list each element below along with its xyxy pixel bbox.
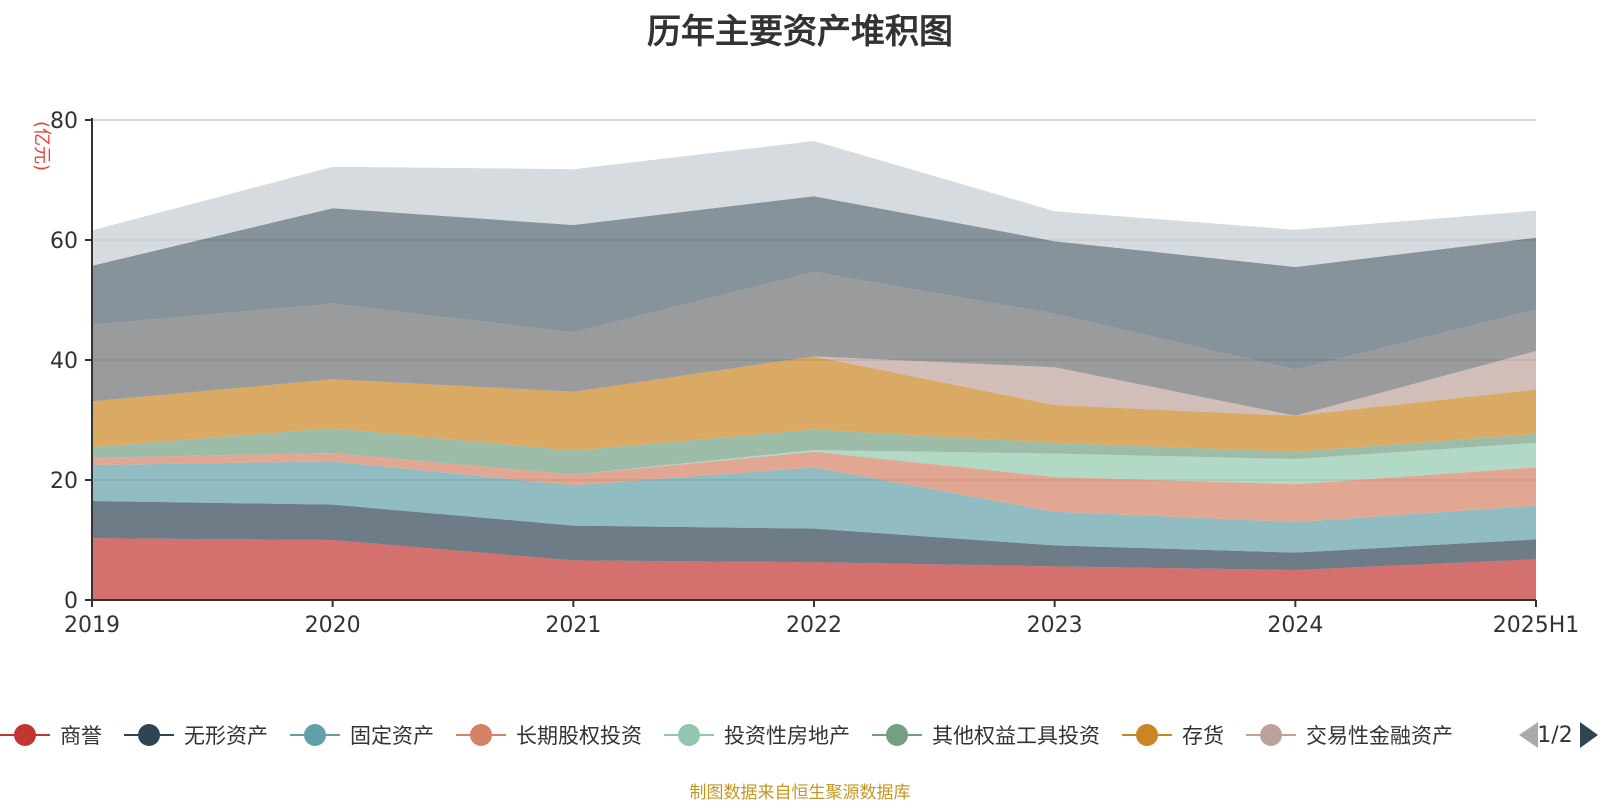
area-series-5[interactable] <box>92 428 1536 475</box>
x-tick-label: 2025H1 <box>1493 613 1580 638</box>
legend-prev-page-icon[interactable] <box>1519 722 1538 748</box>
x-tick-label: 2023 <box>1027 613 1083 638</box>
legend-items: 商誉 无形资产 固定资产 长期股权投资 投资性房地产 其他权益工具投资 存货 交易性金融资产 <box>0 724 1453 748</box>
legend-marker-icon <box>138 724 160 746</box>
legend-label: 无形资产 <box>184 724 268 748</box>
area-series-2[interactable] <box>92 461 1536 553</box>
area-series-1[interactable] <box>92 501 1536 570</box>
area-series-10[interactable] <box>92 141 1536 267</box>
legend-next-page-icon[interactable] <box>1580 722 1598 748</box>
legend-item[interactable]: 交易性金融资产 <box>1246 724 1453 748</box>
area-series-4[interactable] <box>92 442 1536 485</box>
legend-item[interactable]: 固定资产 <box>290 724 434 748</box>
data-source-note: 制图数据来自恒生聚源数据库 <box>689 783 911 803</box>
legend-marker-icon <box>886 724 908 746</box>
y-tick-label: 20 <box>50 469 78 494</box>
y-tick-label: 40 <box>50 349 78 374</box>
legend: 商誉 无形资产 固定资产 长期股权投资 投资性房地产 其他权益工具投资 存货 交易性金融资产 1… <box>0 722 1598 748</box>
legend-marker-icon <box>1260 724 1282 746</box>
chart-title: 历年主要资产堆积图 <box>647 12 953 52</box>
x-tick-label: 2020 <box>305 613 361 638</box>
y-tick-label: 60 <box>50 229 78 254</box>
legend-marker-icon <box>304 724 326 746</box>
area-series-0[interactable] <box>92 538 1536 600</box>
stacked-areas <box>92 141 1536 600</box>
legend-label: 交易性金融资产 <box>1306 724 1453 748</box>
legend-marker-icon <box>1136 724 1158 746</box>
x-tick-label: 2022 <box>786 613 842 638</box>
y-tick-label: 80 <box>50 109 78 134</box>
axes: 0 20 40 60 80 2019 2020 2021 2022 2023 2024 2025H1 (… <box>31 109 1579 638</box>
x-tick-label: 2021 <box>545 613 601 638</box>
area-series-8[interactable] <box>92 271 1536 416</box>
legend-item[interactable]: 存货 <box>1122 724 1224 748</box>
legend-marker-icon <box>470 724 492 746</box>
area-series-6[interactable] <box>92 356 1536 452</box>
legend-page-indicator: 1/2 <box>1537 723 1572 748</box>
legend-label: 长期股权投资 <box>516 724 642 748</box>
legend-label: 商誉 <box>60 724 102 748</box>
legend-label: 存货 <box>1182 724 1224 748</box>
legend-label: 固定资产 <box>350 724 434 748</box>
legend-item[interactable]: 无形资产 <box>124 724 268 748</box>
legend-item[interactable]: 商誉 <box>0 724 102 748</box>
legend-label: 投资性房地产 <box>724 724 850 748</box>
legend-marker-icon <box>14 724 36 746</box>
x-tick-label: 2019 <box>64 613 120 638</box>
legend-item[interactable]: 其他权益工具投资 <box>872 724 1100 748</box>
y-axis-unit-label: (亿元) <box>31 121 52 171</box>
legend-item[interactable]: 投资性房地产 <box>664 724 850 748</box>
area-series-7[interactable] <box>92 351 1536 416</box>
legend-item[interactable]: 长期股权投资 <box>456 724 642 748</box>
legend-marker-icon <box>678 724 700 746</box>
x-tick-label: 2024 <box>1267 613 1323 638</box>
area-series-3[interactable] <box>92 451 1536 522</box>
legend-label: 其他权益工具投资 <box>932 724 1100 748</box>
y-tick-label: 0 <box>64 589 78 614</box>
area-series-9[interactable] <box>92 196 1536 370</box>
